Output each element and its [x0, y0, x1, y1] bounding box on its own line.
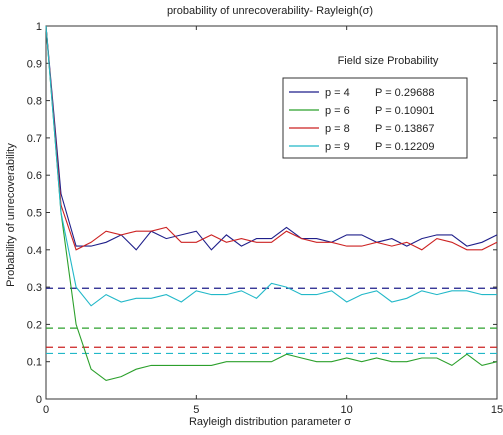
y-tick-label: 0.8	[27, 96, 42, 108]
legend-box	[282, 77, 468, 159]
y-tick-label: 1	[36, 21, 42, 33]
x-tick-label: 5	[193, 404, 199, 416]
legend-label-2: p = 6	[325, 105, 350, 117]
y-tick-label: 0	[36, 394, 42, 406]
x-tick-label: 0	[43, 404, 49, 416]
legend-header: Field size Probability	[338, 55, 439, 67]
legend-label-4: p = 9	[325, 141, 350, 153]
x-axis-title: Rayleigh distribution parameter σ	[189, 416, 351, 428]
legend-probability-2: P = 0.10901	[375, 105, 434, 117]
series-line-4	[45, 25, 497, 307]
series-line-3	[45, 25, 498, 251]
y-tick-label: 0.1	[27, 357, 42, 369]
series-line-2	[45, 25, 498, 381]
x-tick-label: 15	[491, 404, 503, 416]
y-tick-label: 0.6	[27, 170, 42, 182]
legend-label-3: p = 8	[325, 123, 350, 135]
chart-title: probability of unrecoverability- Rayleig…	[167, 5, 373, 17]
plot-area: 00.10.20.30.40.50.60.70.80.910 5 10 15Field…	[27, 21, 503, 416]
legend-probability-1: P = 0.29688	[375, 87, 434, 99]
legend-label-1: p = 4	[325, 87, 350, 99]
y-tick-label: 0.9	[27, 58, 42, 70]
y-tick-label: 0.7	[27, 133, 42, 145]
legend-probability-3: P = 0.13867	[375, 123, 434, 135]
y-axis-title: Probability of unrecoverability	[5, 143, 17, 287]
y-tick-label: 0.3	[27, 282, 42, 294]
y-tick-label: 0.4	[27, 245, 42, 257]
x-tick-label: 10	[341, 404, 353, 416]
y-tick-label: 0.5	[27, 208, 42, 220]
legend-probability-4: P = 0.12209	[375, 141, 434, 153]
y-tick-label: 0.2	[27, 319, 42, 331]
